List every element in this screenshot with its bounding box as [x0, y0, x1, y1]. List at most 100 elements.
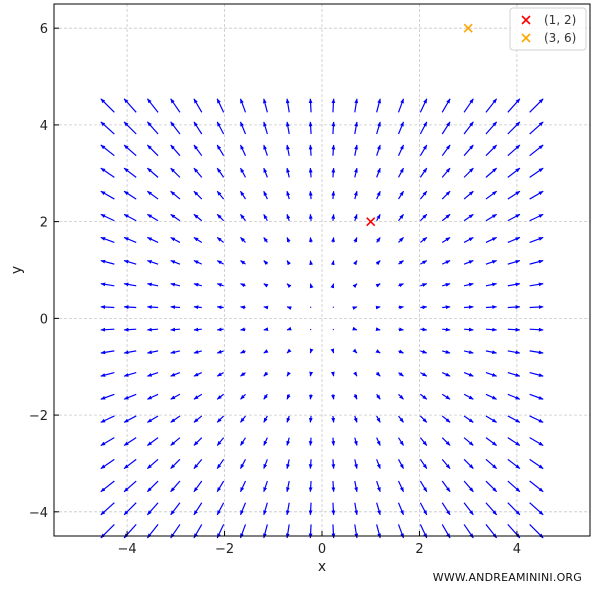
- field-arrow: [100, 393, 115, 400]
- field-arrow: [507, 98, 521, 113]
- field-arrow: [146, 236, 159, 243]
- field-arrow: [263, 144, 268, 156]
- field-arrow: [285, 121, 290, 135]
- field-arrow: [420, 372, 428, 377]
- field-arrow: [485, 190, 497, 200]
- field-arrow: [239, 121, 247, 135]
- field-arrow: [308, 144, 313, 156]
- field-arrow: [100, 372, 115, 377]
- field-arrow: [463, 458, 474, 470]
- field-arrow: [485, 236, 498, 243]
- field-arrow: [193, 393, 203, 400]
- y-tick-label: 4: [40, 119, 48, 134]
- legend-marker: [521, 33, 531, 43]
- field-arrow: [286, 306, 292, 310]
- field-arrow: [123, 259, 137, 265]
- field-arrow: [420, 327, 428, 332]
- field-arrow: [397, 167, 405, 178]
- field-arrow: [193, 415, 203, 423]
- field-arrow: [146, 415, 159, 423]
- field-arrow: [441, 393, 451, 400]
- field-arrow: [463, 415, 474, 423]
- field-arrow: [263, 459, 268, 470]
- point-marker: [463, 23, 473, 33]
- marker-stroke: [463, 23, 473, 33]
- field-arrow: [376, 393, 381, 400]
- field-arrow: [507, 350, 521, 355]
- field-arrow: [507, 458, 521, 470]
- field-arrow: [286, 144, 290, 156]
- field-arrow: [529, 393, 544, 400]
- field-arrow: [420, 349, 428, 354]
- field-arrow: [463, 236, 474, 243]
- field-arrow: [353, 437, 358, 446]
- axis-ticks: −4 −2 0 2 4 −4 −2 0 2 4 6: [29, 22, 521, 557]
- field-arrow: [485, 282, 498, 287]
- field-arrow: [507, 167, 521, 178]
- field-arrow: [216, 283, 224, 287]
- field-arrow: [331, 121, 336, 135]
- legend-label: (3, 6): [544, 31, 576, 45]
- field-arrow: [100, 305, 115, 309]
- field-arrow: [507, 259, 521, 265]
- field-arrow: [420, 283, 428, 287]
- field-arrow: [330, 283, 335, 289]
- field-arrow: [170, 190, 181, 200]
- field-arrow: [100, 327, 115, 332]
- field-arrow: [263, 190, 268, 200]
- field-arrow: [286, 415, 291, 423]
- field-arrow: [170, 415, 181, 423]
- field-arrow: [193, 480, 203, 493]
- field-arrow: [331, 502, 336, 516]
- field-arrow: [123, 480, 137, 493]
- field-arrow: [376, 459, 381, 470]
- field-arrow: [529, 98, 544, 113]
- field-arrow: [308, 167, 313, 178]
- x-tick-label: 2: [415, 542, 423, 557]
- field-arrow: [331, 98, 336, 113]
- field-arrow: [193, 372, 203, 377]
- field-arrow: [375, 327, 381, 331]
- field-arrow: [239, 144, 247, 156]
- field-arrow: [397, 502, 405, 516]
- field-arrow: [100, 350, 115, 355]
- field-arrow: [376, 437, 381, 446]
- field-arrow: [263, 327, 269, 331]
- field-arrow: [170, 480, 181, 493]
- field-arrow: [308, 437, 313, 446]
- field-arrow: [263, 213, 268, 222]
- field-arrow: [216, 458, 225, 469]
- field-arrow: [123, 393, 137, 400]
- field-arrow: [375, 305, 381, 310]
- field-arrow: [464, 305, 474, 310]
- field-arrow: [376, 98, 381, 113]
- field-arrow: [398, 283, 404, 288]
- field-arrow: [147, 190, 159, 200]
- field-arrow: [485, 327, 498, 332]
- legend: (1, 2) (3, 6): [509, 7, 587, 51]
- field-arrow: [331, 190, 336, 200]
- field-arrow: [529, 327, 544, 332]
- field-arrow: [170, 260, 181, 265]
- field-arrow: [332, 306, 335, 308]
- field-arrow: [146, 282, 159, 287]
- field-arrow: [100, 98, 115, 113]
- field-arrow: [330, 371, 335, 377]
- x-tick-label: −2: [215, 542, 234, 557]
- field-arrow: [529, 144, 544, 157]
- field-arrow: [193, 236, 203, 243]
- field-arrow: [100, 458, 115, 470]
- field-arrow: [170, 393, 181, 400]
- field-arrow: [308, 480, 313, 493]
- field-arrow: [170, 282, 181, 287]
- field-arrow: [529, 350, 544, 355]
- field-arrow: [331, 394, 335, 400]
- field-arrow: [420, 305, 428, 310]
- field-arrow: [286, 213, 291, 221]
- field-arrow: [507, 502, 521, 516]
- field-arrow: [442, 282, 451, 287]
- field-arrow: [398, 372, 404, 377]
- y-tick-label: −2: [29, 409, 48, 424]
- field-arrow: [352, 306, 358, 310]
- field-arrow: [193, 437, 203, 446]
